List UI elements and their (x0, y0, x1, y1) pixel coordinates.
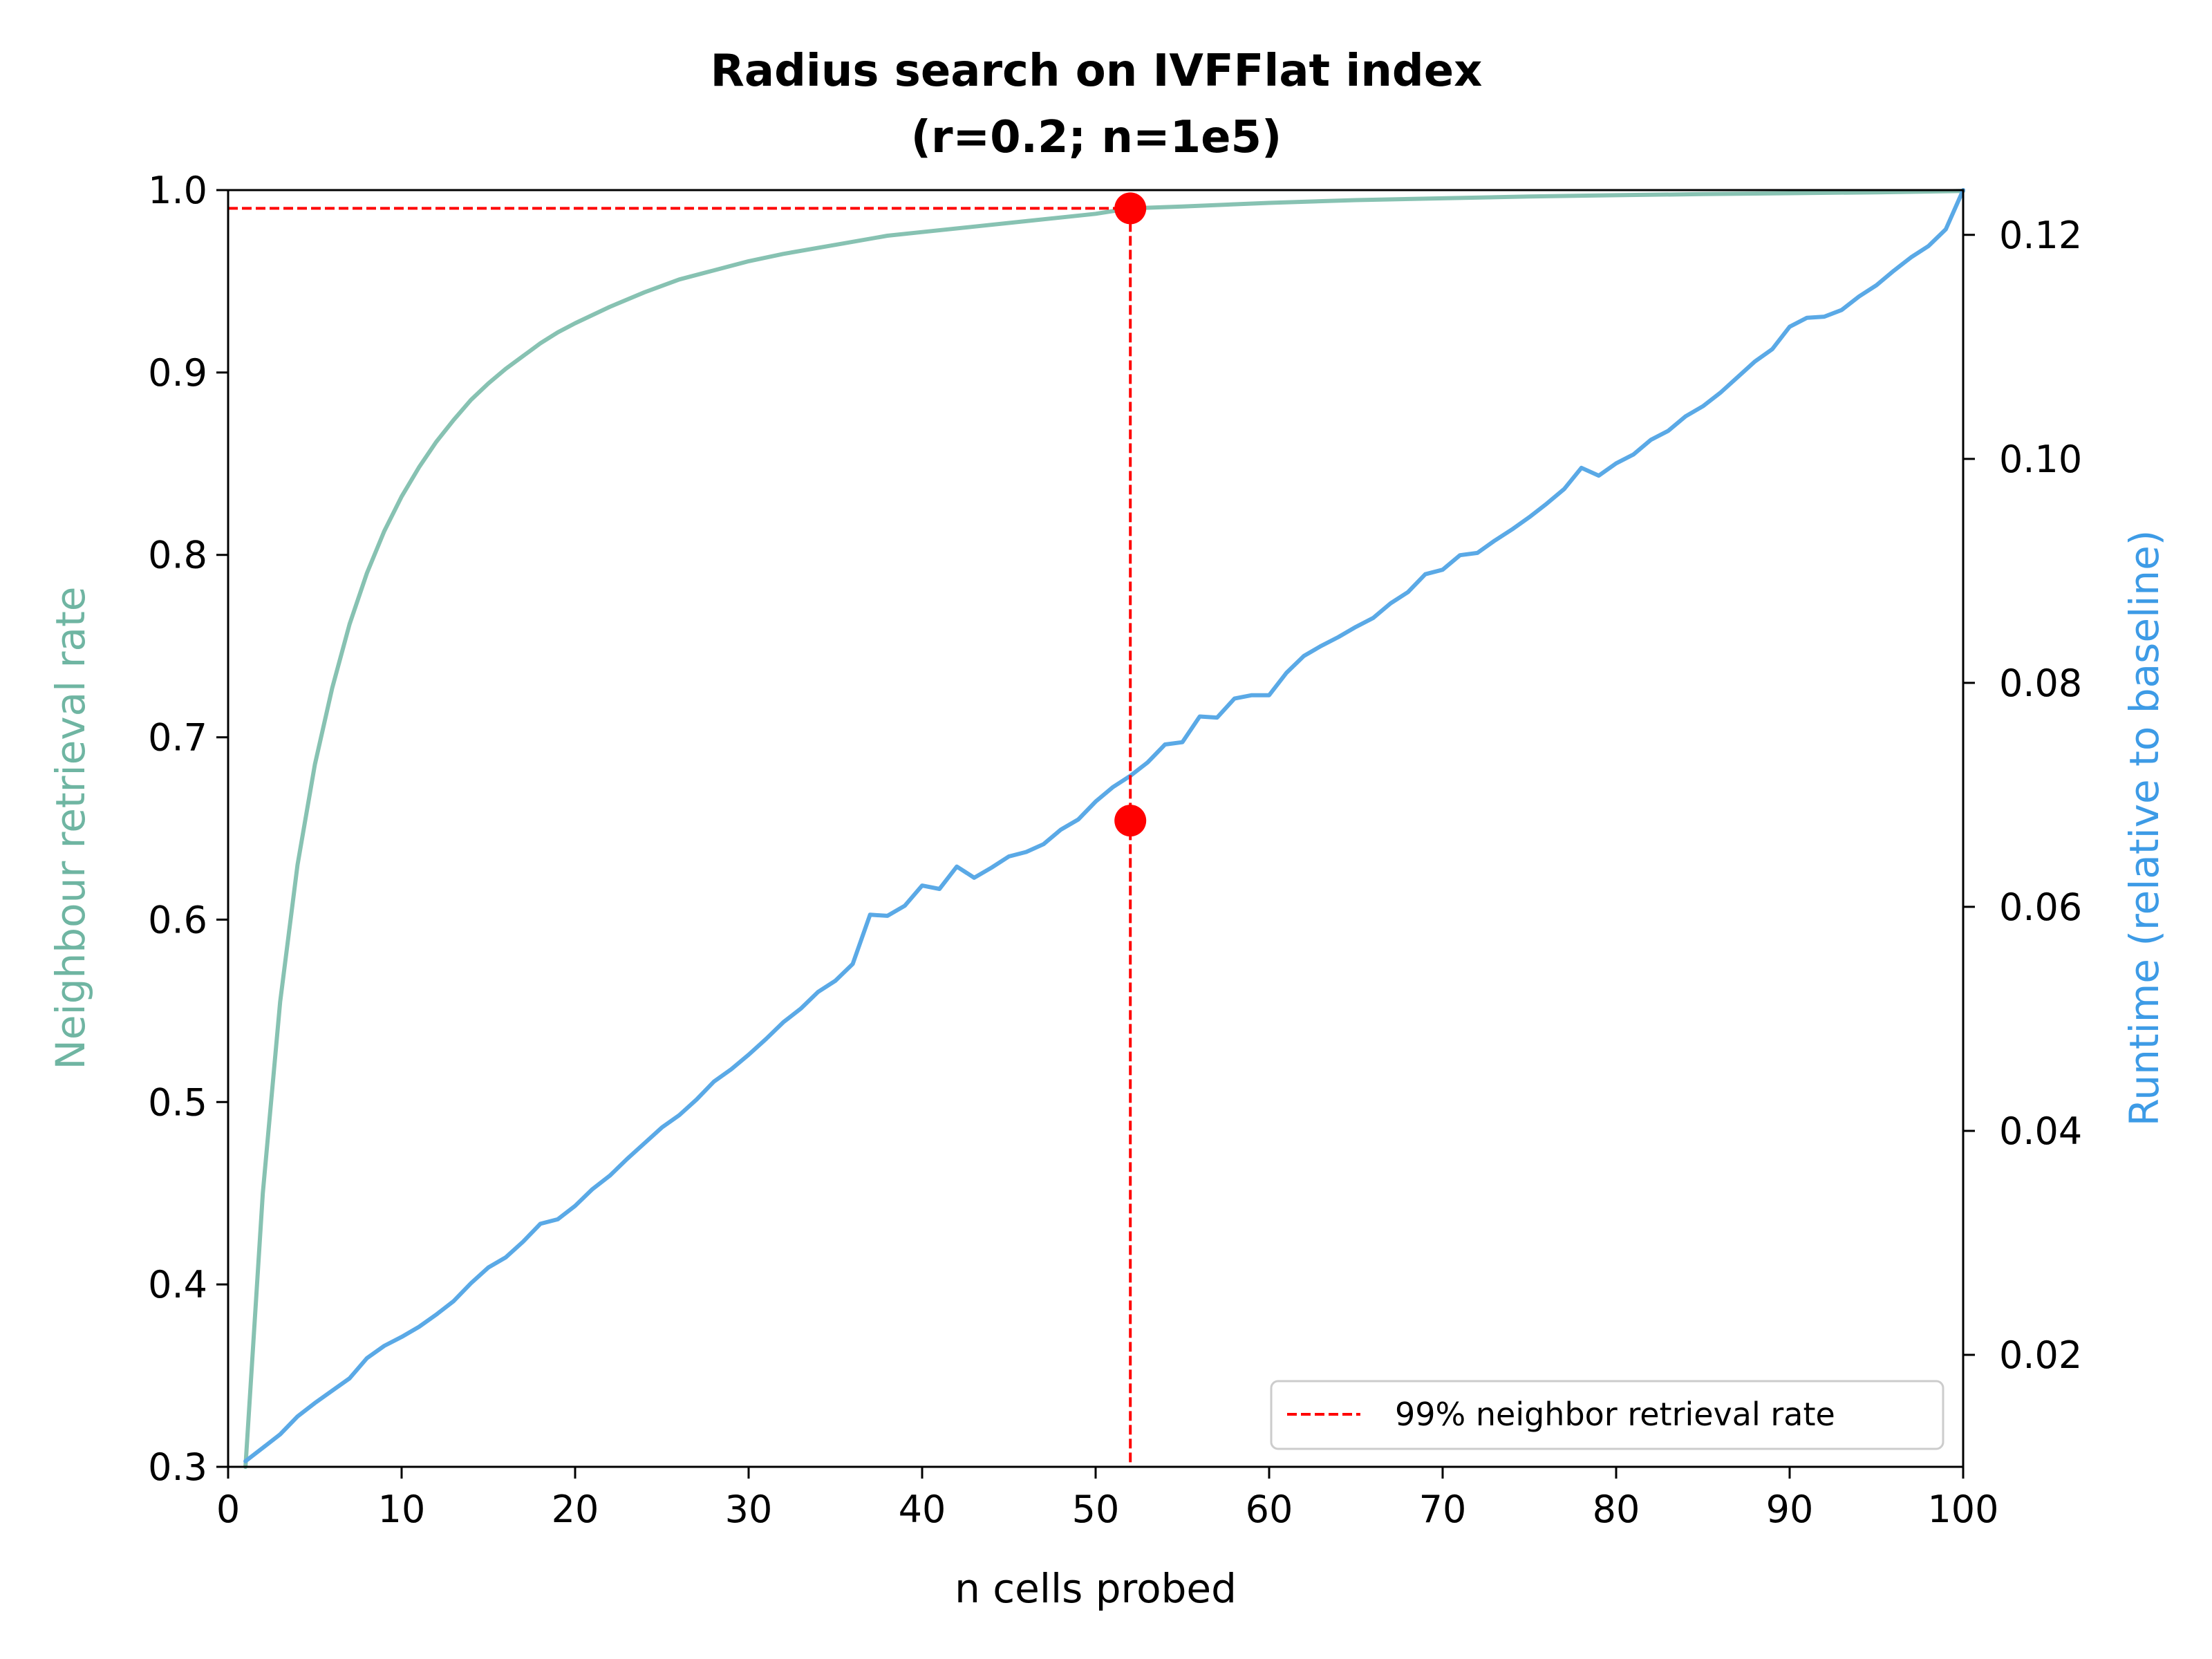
left-y-tick-label: 0.7 (148, 716, 207, 760)
x-tick-label: 40 (899, 1488, 946, 1531)
x-tick-label: 20 (552, 1488, 599, 1531)
left-axis-label: Neighbour retrieval rate (47, 587, 94, 1070)
legend: 99% neighbor retrieval rate (1270, 1380, 1944, 1450)
legend-box (1270, 1380, 1944, 1450)
chart-title-line1: Radius search on IVFFlat index (711, 46, 1483, 97)
left-y-tick-label: 0.3 (148, 1445, 207, 1489)
right-y-tick-label: 0.12 (1999, 214, 2082, 257)
x-tick-label: 70 (1419, 1488, 1467, 1531)
x-tick-label: 50 (1072, 1488, 1120, 1531)
x-tick-label: 30 (725, 1488, 773, 1531)
left-y-tick-label: 0.8 (148, 534, 207, 577)
left-y-tick-label: 1.0 (148, 169, 207, 212)
right-y-tick-label: 0.08 (1999, 662, 2082, 705)
x-tick-label: 0 (216, 1488, 240, 1531)
runtime-series-line (243, 188, 1965, 1463)
x-tick-label: 100 (1927, 1488, 1998, 1531)
legend-label: 99% neighbor retrieval rate (1395, 1396, 1835, 1433)
chart-title-line2: (r=0.2; n=1e5) (911, 112, 1282, 163)
x-axis-ticks: 0 10 20 30 40 50 60 70 80 90 100 (216, 1467, 1999, 1531)
left-y-tick-label: 0.4 (148, 1263, 207, 1306)
left-axis-ticks: 0.3 0.4 0.5 0.6 0.7 0.8 0.9 1.0 (148, 169, 228, 1489)
x-tick-label: 10 (378, 1488, 426, 1531)
x-axis-label: n cells probed (955, 1565, 1237, 1612)
right-y-tick-label: 0.02 (1999, 1333, 2082, 1377)
threshold-retrieval-marker (1114, 192, 1147, 225)
threshold-runtime-marker (1114, 805, 1147, 837)
right-axis-ticks: 0.02 0.04 0.06 0.08 0.10 0.12 (1963, 214, 2082, 1377)
left-y-tick-label: 0.6 (148, 898, 207, 941)
left-y-tick-label: 0.9 (148, 351, 207, 395)
x-tick-label: 90 (1766, 1488, 1814, 1531)
threshold-layer (228, 192, 1147, 1467)
left-y-tick-label: 0.5 (148, 1080, 207, 1124)
x-tick-label: 80 (1593, 1488, 1640, 1531)
series-layer (243, 188, 1965, 1469)
right-axis-label: Runtime (relative to baseline) (2121, 530, 2168, 1127)
right-y-tick-label: 0.06 (1999, 885, 2082, 929)
x-tick-label: 60 (1246, 1488, 1293, 1531)
right-y-tick-label: 0.04 (1999, 1109, 2082, 1153)
retrieval-series-line (243, 189, 1965, 1469)
right-y-tick-label: 0.10 (1999, 438, 2082, 481)
